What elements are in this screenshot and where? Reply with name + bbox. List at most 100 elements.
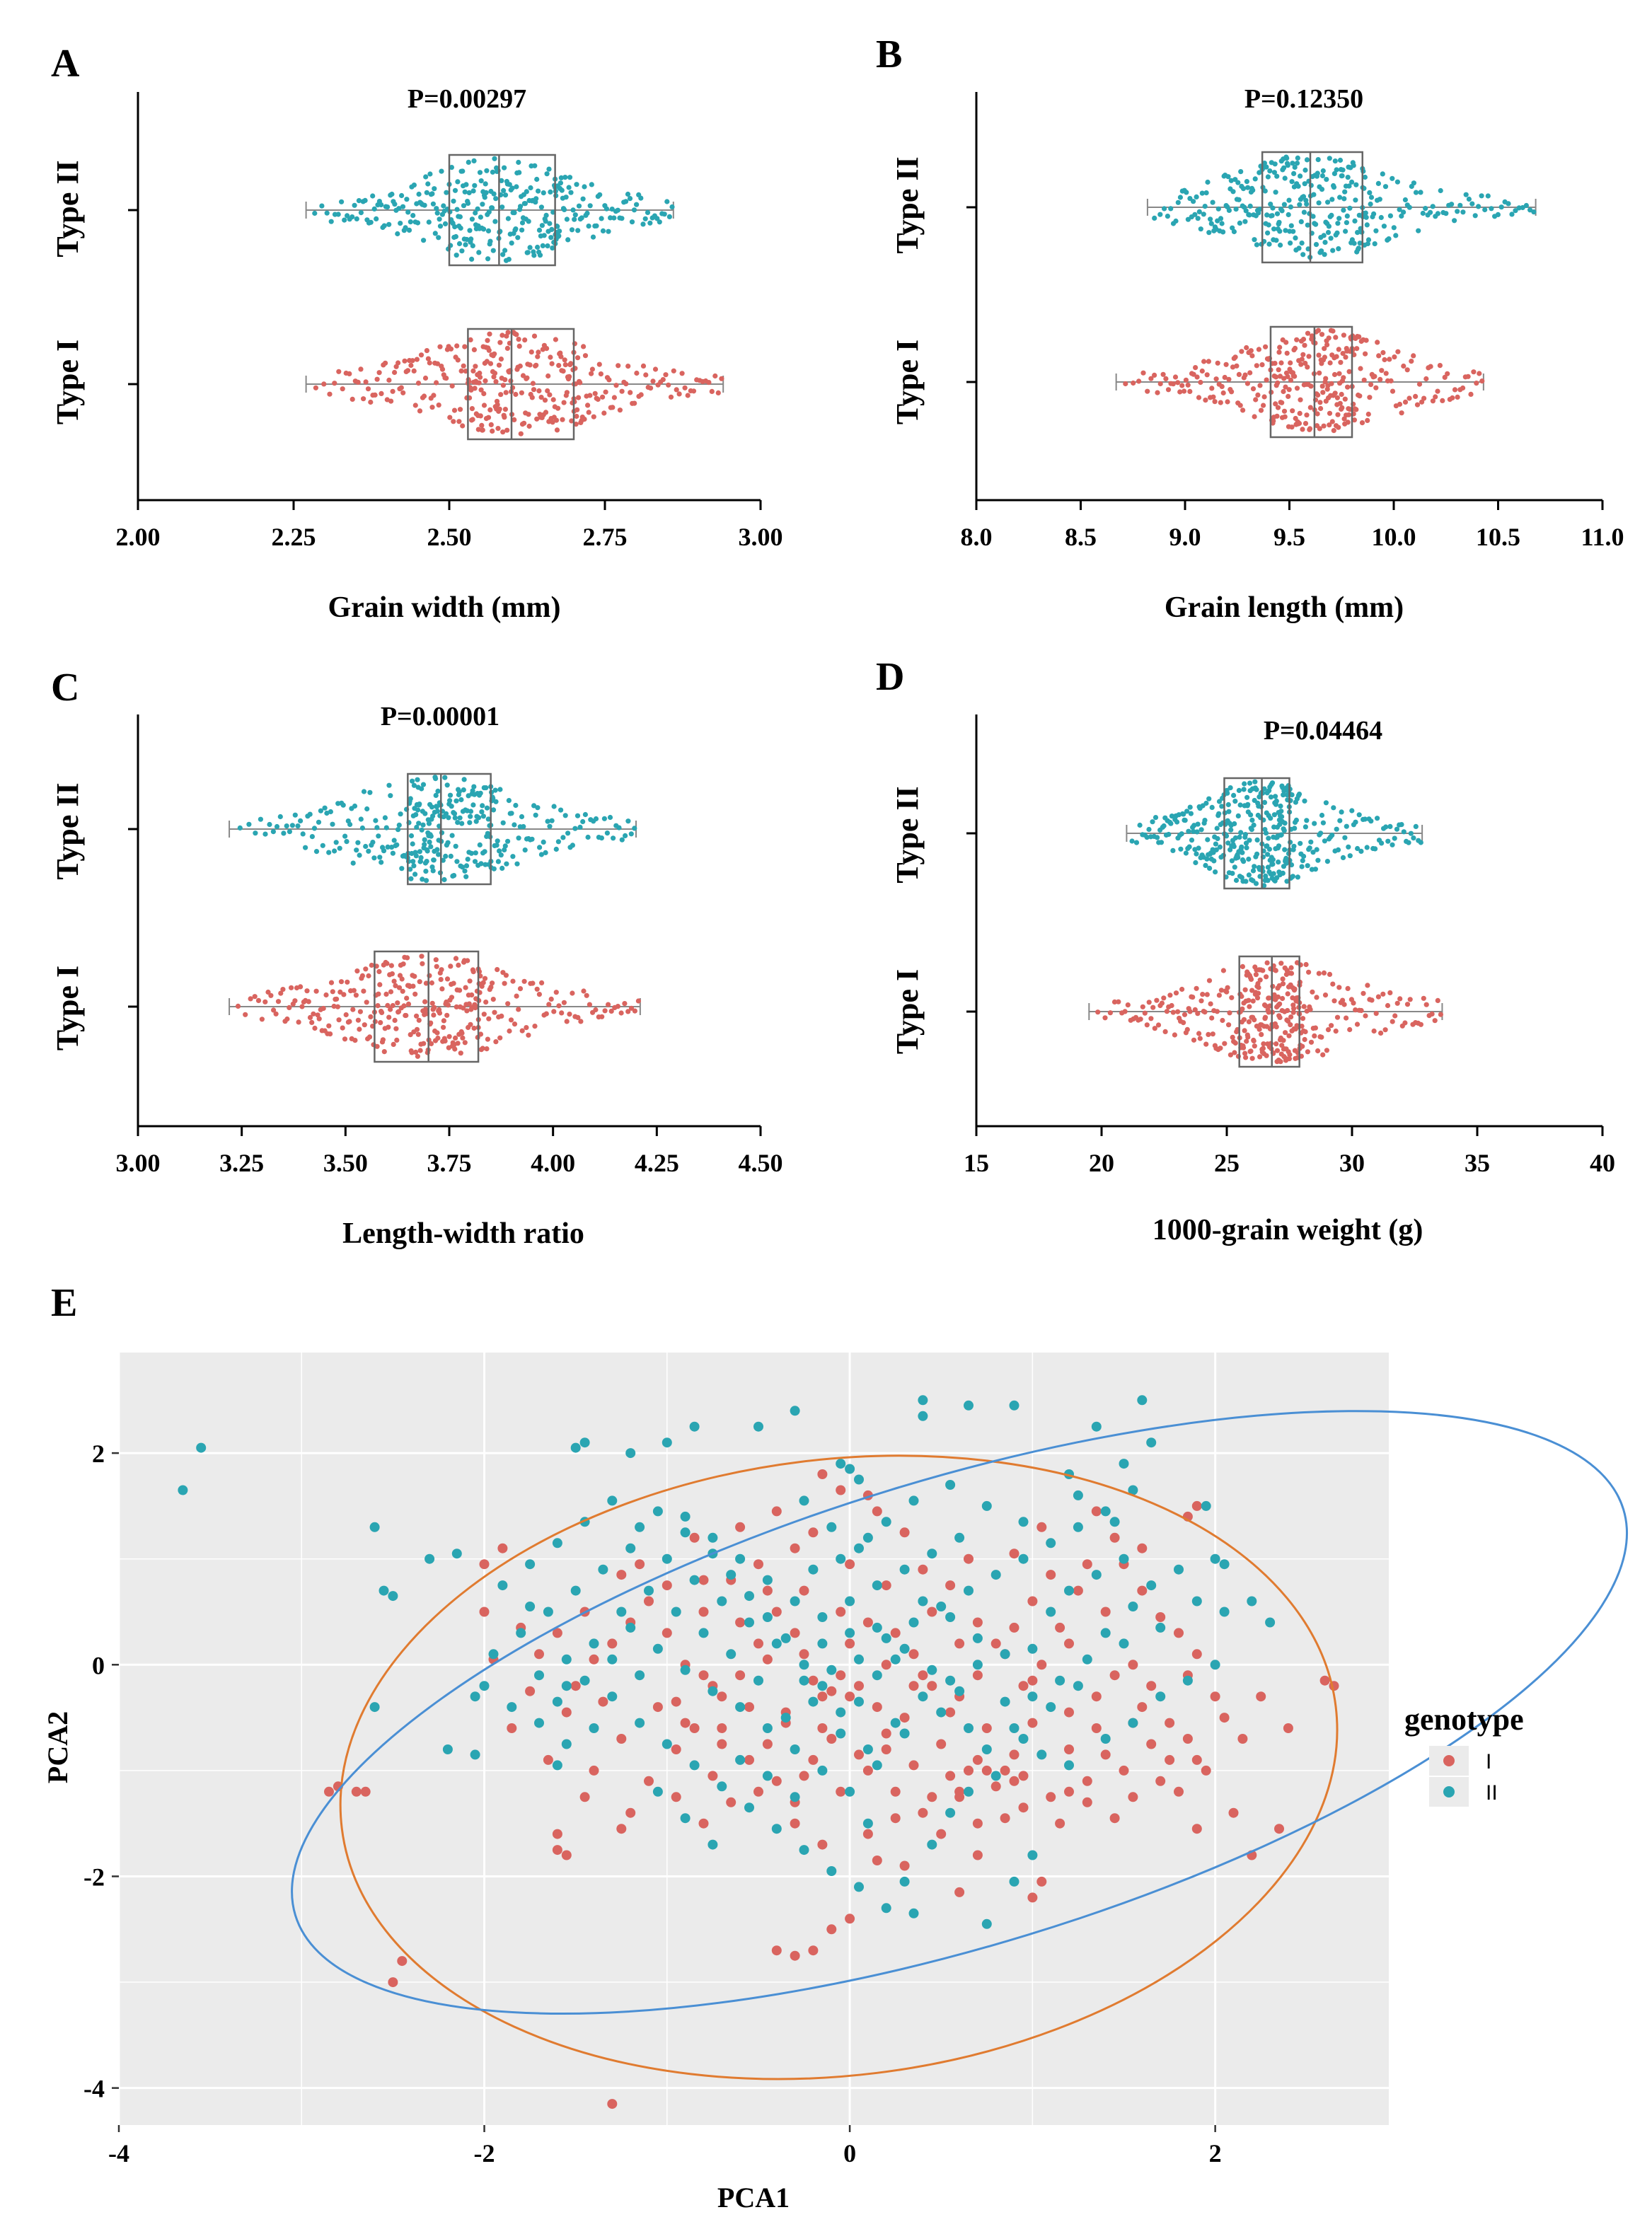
- dot-b-type-ii: [1191, 199, 1196, 204]
- dot-d-type-i: [1276, 983, 1282, 989]
- dot-b-type-i: [1442, 374, 1448, 381]
- dot-a-type-i: [476, 380, 482, 386]
- dot-b-type-i: [1345, 419, 1351, 425]
- x-axis-title-a: Grain width (mm): [328, 591, 561, 624]
- dot-c-type-ii: [363, 843, 369, 850]
- dot-c-type-ii: [309, 834, 315, 840]
- dot-d-type-i: [1288, 965, 1294, 971]
- x-tick-label-b-0: 8.0: [961, 523, 993, 551]
- dot-a-type-i: [530, 381, 536, 386]
- dot-b-type-i: [1455, 394, 1460, 400]
- dot-d-type-i: [1397, 996, 1403, 1002]
- dot-b-type-i: [1326, 335, 1332, 341]
- dot-b-type-i: [1299, 357, 1305, 362]
- dot-a-type-i: [569, 418, 574, 424]
- dot-b-type-ii: [1435, 211, 1440, 216]
- point-ii-41: [1155, 1622, 1166, 1633]
- dot-b-type-ii: [1238, 169, 1244, 175]
- dot-d-type-i: [1242, 987, 1248, 992]
- dot-c-type-ii: [490, 807, 497, 813]
- dot-d-type-i: [1266, 1009, 1271, 1015]
- dot-a-type-ii: [565, 237, 571, 243]
- dot-c-type-i: [468, 1021, 473, 1027]
- point-i-91: [735, 1670, 746, 1681]
- dot-d-type-i: [1206, 1031, 1211, 1037]
- dot-c-type-ii: [377, 855, 383, 860]
- dot-c-type-ii: [284, 823, 289, 829]
- point-i-52: [1128, 1660, 1138, 1670]
- dot-a-type-i: [469, 406, 475, 412]
- point-i-62: [1137, 1543, 1148, 1553]
- panel-label-e: E: [51, 1281, 77, 1325]
- dot-d-type-i: [1423, 1002, 1429, 1007]
- dot-b-type-ii: [1498, 204, 1504, 210]
- dot-c-type-i: [395, 1000, 400, 1006]
- dot-c-type-i: [478, 1031, 484, 1037]
- point-i-196: [872, 1856, 882, 1865]
- dot-d-type-ii: [1246, 872, 1252, 878]
- point-ii-20: [845, 1464, 855, 1474]
- dot-a-type-ii: [449, 165, 455, 170]
- dot-b-type-i: [1353, 407, 1359, 412]
- dot-b-type-ii: [1313, 221, 1319, 227]
- dot-b-type-ii: [1340, 167, 1346, 173]
- dot-b-type-ii: [1420, 210, 1426, 216]
- dot-c-type-i: [485, 1036, 491, 1042]
- dot-b-type-ii: [1252, 176, 1258, 182]
- dot-d-type-i: [1181, 1020, 1186, 1026]
- dot-a-type-ii: [485, 256, 491, 262]
- dot-a-type-ii: [468, 236, 474, 242]
- point-ii-180: [589, 1723, 599, 1733]
- point-i-64: [1109, 1532, 1120, 1543]
- point-ii-137: [845, 1596, 855, 1607]
- dot-c-type-i: [296, 1019, 301, 1025]
- point-i-117: [899, 1860, 910, 1871]
- dot-a-type-ii: [502, 192, 509, 198]
- point-i-76: [890, 1628, 901, 1638]
- dot-d-type-i: [1146, 1000, 1152, 1005]
- point-ii-200: [1100, 1628, 1111, 1638]
- dot-b-type-ii: [1334, 167, 1339, 173]
- point-i-136: [1046, 1570, 1056, 1580]
- dot-c-type-i: [388, 1007, 393, 1012]
- dot-b-type-i: [1223, 361, 1229, 367]
- dot-a-type-i: [555, 405, 561, 411]
- dot-d-type-ii: [1137, 822, 1143, 828]
- dot-a-type-ii: [444, 190, 449, 195]
- dot-a-type-ii: [547, 221, 553, 226]
- point-i-51: [1146, 1681, 1157, 1691]
- dot-a-type-ii: [379, 202, 384, 208]
- dot-c-type-i: [434, 963, 439, 969]
- dot-c-type-ii: [410, 841, 415, 847]
- dot-a-type-i: [471, 347, 478, 352]
- dot-a-type-ii: [472, 183, 478, 188]
- dot-c-type-ii: [619, 837, 625, 843]
- dot-b-type-i: [1376, 353, 1382, 359]
- point-ii-13: [579, 1437, 590, 1448]
- dot-c-type-i: [548, 996, 554, 1002]
- dot-c-type-i: [422, 1007, 429, 1012]
- dot-b-type-ii: [1397, 207, 1402, 212]
- dot-a-type-i: [660, 377, 666, 383]
- point-i-46: [1283, 1723, 1293, 1733]
- dot-d-type-i: [1194, 985, 1199, 991]
- dot-d-type-ii: [1282, 821, 1288, 826]
- dot-b-type-ii: [1177, 195, 1183, 200]
- point-ii-100: [790, 1744, 800, 1754]
- dot-a-type-i: [470, 368, 476, 374]
- point-i-113: [862, 1765, 873, 1776]
- dot-b-type-ii: [1337, 157, 1344, 163]
- dot-d-type-i: [1232, 1050, 1237, 1055]
- dot-d-type-i: [1281, 1038, 1286, 1043]
- dot-b-type-ii: [1523, 202, 1529, 209]
- dot-b-type-i: [1226, 376, 1232, 382]
- dot-a-type-i: [513, 391, 519, 398]
- point-ii-198: [1046, 1702, 1056, 1713]
- dot-c-type-i: [385, 1002, 391, 1008]
- dot-a-type-ii: [544, 171, 550, 177]
- dot-b-type-i: [1411, 353, 1416, 359]
- dot-b-type-i: [1357, 393, 1363, 399]
- dot-d-type-i: [1240, 1045, 1247, 1050]
- dot-a-type-ii: [462, 189, 468, 195]
- dot-b-type-i: [1399, 410, 1404, 416]
